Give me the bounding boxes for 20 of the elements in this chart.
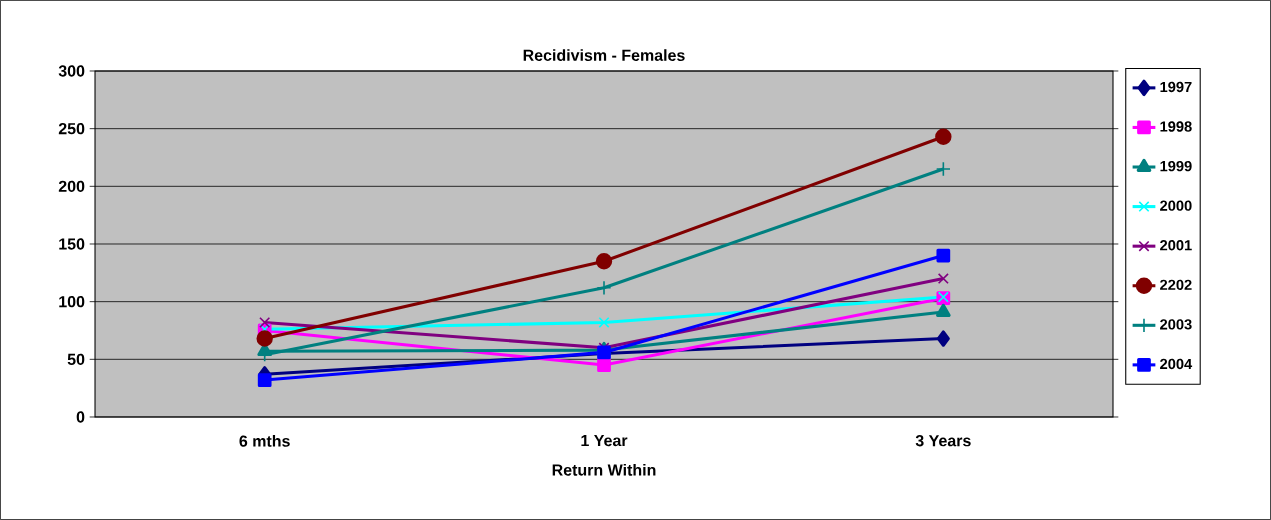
y-tick-label: 200 <box>58 180 85 192</box>
x-tick-label: 1 Year <box>581 435 628 447</box>
y-tick-label: 100 <box>59 296 85 308</box>
y-tick-label: 150 <box>59 238 85 250</box>
y-tick-label: 50 <box>67 353 85 365</box>
chart-title: Recidivism - Females <box>523 49 685 61</box>
y-tick-label: 300 <box>58 65 85 77</box>
legend-label: 2004 <box>1160 358 1193 370</box>
legend-label: 1998 <box>1160 121 1192 132</box>
legend-label: 2003 <box>1160 319 1192 330</box>
x-axis-title: Return Within <box>552 463 656 476</box>
legend-label: 2202 <box>1160 279 1192 290</box>
legend-label: 2000 <box>1160 200 1192 211</box>
legend-label: 2001 <box>1160 240 1192 251</box>
x-tick-label: 3 Years <box>915 435 971 447</box>
y-tick-label: 0 <box>76 411 85 423</box>
legend-label: 1999 <box>1160 160 1192 172</box>
legend-label: 1997 <box>1160 81 1192 93</box>
x-tick-label: 6 mths <box>239 435 290 447</box>
y-tick-label: 250 <box>58 123 85 135</box>
